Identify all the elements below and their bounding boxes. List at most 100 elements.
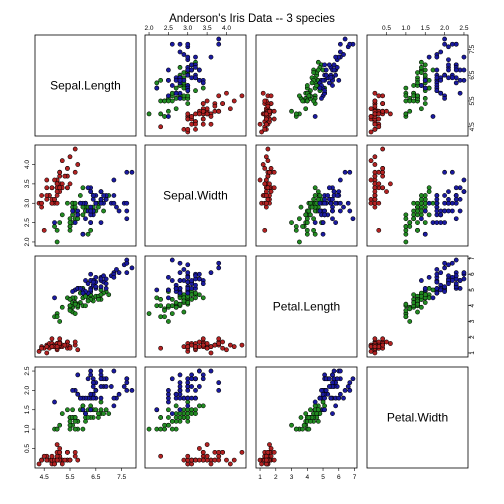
data-point xyxy=(85,281,91,287)
data-point xyxy=(300,98,305,104)
data-point xyxy=(169,303,175,309)
data-point xyxy=(347,388,353,393)
data-point xyxy=(212,457,218,463)
data-point xyxy=(39,345,44,351)
data-point xyxy=(93,284,99,290)
data-point xyxy=(200,342,206,348)
data-point xyxy=(216,336,222,342)
data-point xyxy=(461,67,467,73)
tick-label: 2.0 xyxy=(24,237,31,246)
data-point xyxy=(185,270,191,276)
data-point xyxy=(96,411,101,417)
data-point xyxy=(173,304,179,310)
data-point xyxy=(422,208,428,214)
data-point xyxy=(442,220,447,225)
data-point xyxy=(200,403,206,409)
data-point xyxy=(312,403,318,409)
data-point xyxy=(44,193,50,198)
data-point xyxy=(65,407,70,413)
data-point xyxy=(88,189,94,195)
data-point xyxy=(306,93,312,99)
data-point xyxy=(303,212,309,218)
data-point xyxy=(303,411,309,417)
data-point xyxy=(111,395,117,401)
data-point xyxy=(315,407,321,413)
data-point xyxy=(301,422,307,428)
tick-label: 1.5 xyxy=(24,405,31,414)
data-point xyxy=(67,457,73,463)
data-point xyxy=(372,173,378,179)
data-point xyxy=(185,279,191,285)
data-point xyxy=(263,204,269,210)
tick-label: 1.0 xyxy=(24,424,31,433)
data-point xyxy=(88,220,94,225)
data-point xyxy=(200,116,206,122)
data-point xyxy=(124,216,130,222)
data-point xyxy=(446,62,451,68)
data-point xyxy=(341,52,346,57)
data-point xyxy=(85,185,91,191)
data-point xyxy=(96,415,101,420)
tick-label: 3.5 xyxy=(24,179,31,188)
data-point xyxy=(330,380,335,386)
data-point xyxy=(227,461,233,467)
data-point xyxy=(52,399,57,405)
data-point xyxy=(177,395,183,401)
data-point xyxy=(80,407,86,413)
data-point xyxy=(98,292,104,298)
data-point xyxy=(85,376,91,382)
data-point xyxy=(189,286,195,291)
data-point xyxy=(77,286,83,291)
data-point xyxy=(320,77,326,83)
data-point xyxy=(434,220,440,225)
data-point xyxy=(403,85,409,91)
data-point xyxy=(67,345,73,351)
data-point xyxy=(72,301,78,307)
data-point xyxy=(322,88,327,94)
data-point xyxy=(297,216,302,222)
data-point xyxy=(457,90,463,96)
data-point xyxy=(337,41,343,47)
data-point xyxy=(193,121,198,127)
data-point xyxy=(418,65,424,70)
data-point xyxy=(347,380,353,386)
data-point xyxy=(181,411,187,417)
data-point xyxy=(453,196,459,202)
data-point xyxy=(426,54,432,60)
data-point xyxy=(376,344,382,350)
data-point xyxy=(415,208,420,214)
data-point xyxy=(75,208,81,214)
data-point xyxy=(169,426,175,432)
data-point xyxy=(239,93,245,99)
data-point xyxy=(376,169,382,175)
data-point xyxy=(212,449,218,455)
data-point xyxy=(216,388,222,393)
data-point xyxy=(300,224,305,229)
data-point xyxy=(166,399,171,405)
data-point xyxy=(185,407,191,413)
data-point xyxy=(457,286,463,291)
data-point xyxy=(239,342,245,348)
data-point xyxy=(41,453,47,459)
data-point xyxy=(334,376,340,382)
data-point xyxy=(319,388,324,393)
data-point xyxy=(103,286,109,291)
data-point xyxy=(39,457,44,463)
data-point xyxy=(422,72,428,78)
data-point xyxy=(185,453,191,459)
data-point xyxy=(67,220,73,225)
data-point xyxy=(185,274,191,280)
data-point xyxy=(336,77,342,83)
data-point xyxy=(380,342,386,348)
data-point xyxy=(308,212,313,218)
data-point xyxy=(169,311,175,316)
data-point xyxy=(181,52,187,57)
tick-label: 4 xyxy=(469,304,476,308)
data-point xyxy=(304,98,310,104)
data-point xyxy=(415,200,420,206)
data-point xyxy=(347,41,353,47)
data-point xyxy=(185,72,191,78)
data-point xyxy=(267,169,272,175)
data-point xyxy=(185,67,191,73)
data-point xyxy=(129,169,135,175)
